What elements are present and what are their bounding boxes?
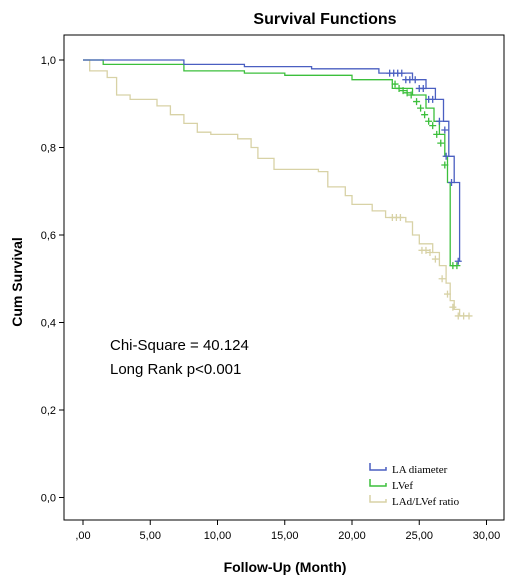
y-tick-label: 0,8 (41, 143, 56, 155)
censored-mark-lad-lvef-ratio (431, 255, 439, 263)
y-tick-label: 0,0 (41, 493, 56, 505)
censored-mark-lvef (425, 117, 433, 125)
survival-curve-lad-lvef-ratio (83, 59, 469, 317)
censored-mark-la-diameter (435, 117, 443, 125)
censored-mark-lvef (403, 89, 411, 97)
legend-swatch-lvef (369, 479, 387, 487)
y-tick-label: 1,0 (41, 55, 56, 67)
x-tick-label: 10,00 (204, 530, 232, 542)
censored-mark-la-diameter (429, 95, 437, 103)
censored-mark-lad-lvef-ratio (449, 303, 457, 311)
censored-mark-lad-lvef-ratio (443, 290, 451, 298)
censored-mark-lad-lvef-ratio (422, 246, 430, 254)
y-tick-label: 0,4 (41, 318, 56, 330)
censored-mark-lvef (437, 139, 445, 147)
legend-label-la-diameter: LA diameter (392, 464, 448, 476)
plot-frame (63, 34, 505, 521)
censored-mark-la-diameter (398, 69, 406, 77)
y-tick-label: 0,6 (41, 230, 56, 242)
legend-label-lad-lvef-ratio: LAd/LVef ratio (392, 496, 460, 508)
legend-swatch-lad-lvef-ratio (369, 495, 387, 503)
x-tick-label: 25,00 (405, 530, 433, 542)
x-tick-label: 15,00 (271, 530, 299, 542)
plot-area: ,00 5,00 10,00 15,00 20,00 25,00 30,00 0,0 0,2 0,… (41, 34, 505, 542)
censored-mark-la-diameter (419, 84, 427, 92)
censored-mark-lvef (429, 122, 437, 130)
legend: LA diameter LVef LAd/LVef ratio (369, 463, 460, 508)
y-tick-label: 0,2 (41, 405, 56, 417)
censored-mark-lad-lvef-ratio (426, 249, 434, 256)
censored-mark-lvef (413, 98, 421, 106)
x-axis-label: Follow-Up (Month) (224, 559, 347, 575)
log-rank-annotation: Long Rank p<0.001 (110, 361, 241, 378)
chart-title: Survival Functions (253, 11, 396, 28)
censored-mark-lvef (421, 111, 429, 119)
censored-mark-lvef (391, 80, 399, 88)
censored-mark-la-diameter (454, 257, 462, 265)
censored-mark-lvef (407, 91, 415, 99)
censored-mark-lvef (441, 161, 449, 169)
censored-mark-la-diameter (448, 179, 456, 186)
survival-curve-la-diameter (83, 59, 461, 262)
x-tick-label: 5,00 (140, 530, 161, 542)
censored-mark-lvef (433, 130, 441, 138)
chi-square-annotation: Chi-Square = 40.124 (110, 337, 249, 354)
legend-swatch-la-diameter (369, 463, 387, 471)
x-tick-label: ,00 (75, 530, 90, 542)
censored-mark-lad-lvef-ratio (396, 214, 404, 221)
censored-mark-lvef (395, 84, 403, 92)
legend-label-lvef: LVef (392, 480, 413, 492)
x-tick-label: 30,00 (473, 530, 501, 542)
censored-mark-la-diameter (442, 152, 450, 160)
x-tick-label: 20,00 (338, 530, 366, 542)
censored-mark-la-diameter (441, 126, 449, 134)
censored-mark-la-diameter (411, 76, 419, 84)
censored-mark-lvef (417, 104, 425, 112)
censored-mark-lad-lvef-ratio (465, 312, 473, 320)
censored-mark-lvef (399, 87, 407, 95)
censored-mark-lvef (453, 262, 461, 270)
y-axis-label: Cum Survival (9, 237, 25, 326)
censored-mark-lad-lvef-ratio (438, 275, 446, 283)
